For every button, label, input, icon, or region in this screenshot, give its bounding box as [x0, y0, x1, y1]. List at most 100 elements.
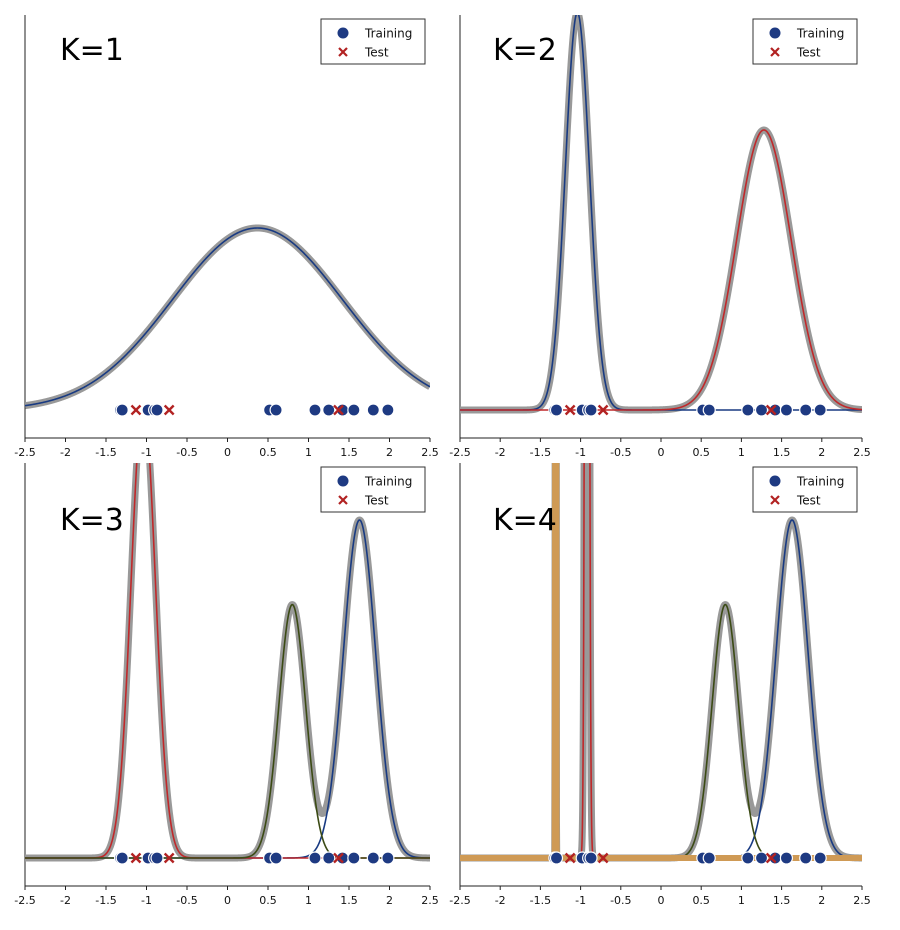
training-point [381, 403, 395, 417]
x-tick-label: -2 [495, 894, 506, 907]
component-line-1 [25, 227, 430, 407]
test-point [765, 404, 777, 416]
mixture-density-line [460, 15, 862, 414]
legend-training-marker [337, 27, 349, 39]
x-tick-label: 0.5 [692, 894, 710, 907]
test-point [765, 852, 777, 864]
component-line-3 [460, 603, 862, 859]
training-point [308, 851, 322, 865]
training-point [115, 851, 129, 865]
x-tick-label: 1 [738, 446, 745, 459]
x-tick-label: -2.5 [449, 446, 470, 459]
legend-test-marker [770, 495, 780, 505]
legend: Training Test [320, 466, 426, 513]
legend: Training Test [752, 466, 858, 513]
x-tick-label: -1.5 [530, 894, 551, 907]
legend-test-label: Test [796, 46, 821, 60]
x-tick-label: 1 [305, 894, 312, 907]
training-point [366, 403, 380, 417]
x-tick-label: -2 [60, 894, 71, 907]
x-tick-label: 1.5 [773, 894, 791, 907]
training-point [150, 403, 164, 417]
x-tick-label: -1 [575, 446, 586, 459]
test-point [564, 404, 576, 416]
chart-title: K=4 [493, 503, 557, 538]
test-point [597, 404, 609, 416]
training-point [366, 851, 380, 865]
training-point [741, 851, 755, 865]
training-point [584, 403, 598, 417]
legend-training-label: Training [796, 475, 844, 489]
x-tick-label: 2 [818, 446, 825, 459]
x-tick-label: 2.5 [421, 894, 439, 907]
training-point [702, 403, 716, 417]
x-tick-label: -0.5 [176, 894, 197, 907]
x-tick-label: -2.5 [14, 446, 35, 459]
component-line-1 [460, 519, 862, 859]
x-tick-label: 0 [658, 894, 665, 907]
x-tick-label: 1.5 [340, 446, 358, 459]
x-tick-label: 2 [386, 894, 393, 907]
x-tick-label: -1.5 [530, 446, 551, 459]
legend-training-marker [337, 475, 349, 487]
training-point [150, 851, 164, 865]
training-point [549, 851, 564, 865]
component-line-1 [25, 519, 430, 859]
mixture-density-line [25, 224, 430, 410]
density-curves [460, 15, 862, 414]
x-tick-label: 0 [224, 894, 231, 907]
chart-panel-2: -2.5 -2 -1.5 -1 -0.5 0 0.5 1 1.5 2 2.5K=2 TrainingT… [449, 15, 871, 459]
x-tick-label: -2.5 [14, 894, 35, 907]
chart-title: K=3 [60, 503, 124, 538]
training-point [322, 403, 336, 417]
test-point [163, 404, 175, 416]
training-point [269, 403, 283, 417]
training-point [779, 403, 794, 417]
legend-test-marker [338, 495, 348, 505]
training-point [779, 851, 794, 865]
x-tick-label: 0.5 [259, 446, 277, 459]
legend-training-label: Training [364, 475, 412, 489]
legend-test-label: Test [364, 494, 389, 508]
x-tick-label: 0.5 [692, 446, 710, 459]
x-tick-label: 1.5 [340, 894, 358, 907]
legend-test-marker [770, 47, 780, 57]
x-tick-label: -2 [495, 446, 506, 459]
x-tick-label: -1.5 [95, 894, 116, 907]
training-point [584, 851, 598, 865]
x-tick-label: 1 [305, 446, 312, 459]
legend-test-label: Test [796, 494, 821, 508]
legend-training-marker [769, 27, 781, 39]
x-tick-label: -2.5 [449, 894, 470, 907]
training-point [308, 403, 322, 417]
legend-box [752, 18, 858, 65]
x-tick-label: 1.5 [773, 446, 791, 459]
test-point [597, 852, 609, 864]
training-point [269, 851, 283, 865]
x-tick-label: 2 [818, 894, 825, 907]
x-tick-label: -1.5 [95, 446, 116, 459]
chart-panel-1: -2.5 -2 -1.5 -1 -0.5 0 0.5 1 1.5 2 2.5K=1 TrainingT… [14, 15, 439, 459]
x-tick-label: 1 [738, 894, 745, 907]
test-point [130, 852, 142, 864]
component-line-2 [460, 129, 862, 411]
component-line-4 [460, 463, 862, 861]
density-curves [25, 463, 430, 862]
x-tick-label: 0 [224, 446, 231, 459]
x-tick-label: 0 [658, 446, 665, 459]
training-point [754, 403, 769, 417]
x-tick-label: -0.5 [176, 446, 197, 459]
x-tick-label: -0.5 [610, 894, 631, 907]
training-point [741, 403, 755, 417]
test-point [333, 852, 344, 864]
x-tick-label: 0.5 [259, 894, 277, 907]
test-point [333, 404, 344, 416]
training-point [549, 403, 564, 417]
training-point [115, 403, 129, 417]
training-point [754, 851, 769, 865]
density-curves [460, 463, 862, 862]
density-curves [25, 224, 430, 410]
component-line-1 [460, 15, 862, 411]
x-tick-label: -0.5 [610, 446, 631, 459]
